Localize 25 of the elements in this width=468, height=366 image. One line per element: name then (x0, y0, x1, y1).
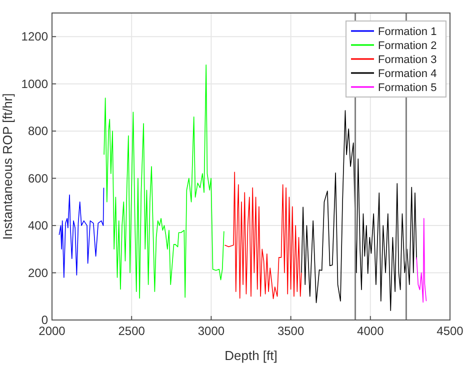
line-series (301, 110, 417, 311)
y-tick-label: 1200 (21, 30, 48, 44)
legend-label: Formation 3 (378, 54, 437, 66)
y-tick-label: 1000 (21, 76, 48, 91)
line-series (224, 172, 302, 300)
y-tick-label: 200 (28, 266, 48, 280)
line-series (58, 187, 104, 278)
y-tick-label: 400 (28, 218, 48, 233)
x-tick-label: 2500 (118, 324, 146, 338)
x-tick-label: 2000 (38, 324, 66, 338)
x-axis-title: Depth [ft] (224, 348, 278, 363)
y-tick-label: 800 (28, 124, 48, 138)
x-tick-label: 3000 (198, 324, 225, 338)
x-tick-label: 3500 (277, 324, 304, 338)
y-axis-title: Instantaneous ROP [ft/hr] (0, 93, 15, 240)
y-tick-label: 600 (28, 171, 48, 186)
legend-label: Formation 1 (378, 26, 437, 38)
legend-label: Formation 2 (378, 40, 437, 52)
x-tick-label: 4500 (436, 324, 464, 338)
y-tick-label: 0 (41, 313, 48, 327)
line-series (416, 218, 427, 303)
legend-label: Formation 4 (378, 68, 437, 80)
x-tick-label: 4000 (357, 324, 384, 338)
line-series (104, 64, 224, 299)
legend-label: Formation 5 (378, 82, 437, 94)
